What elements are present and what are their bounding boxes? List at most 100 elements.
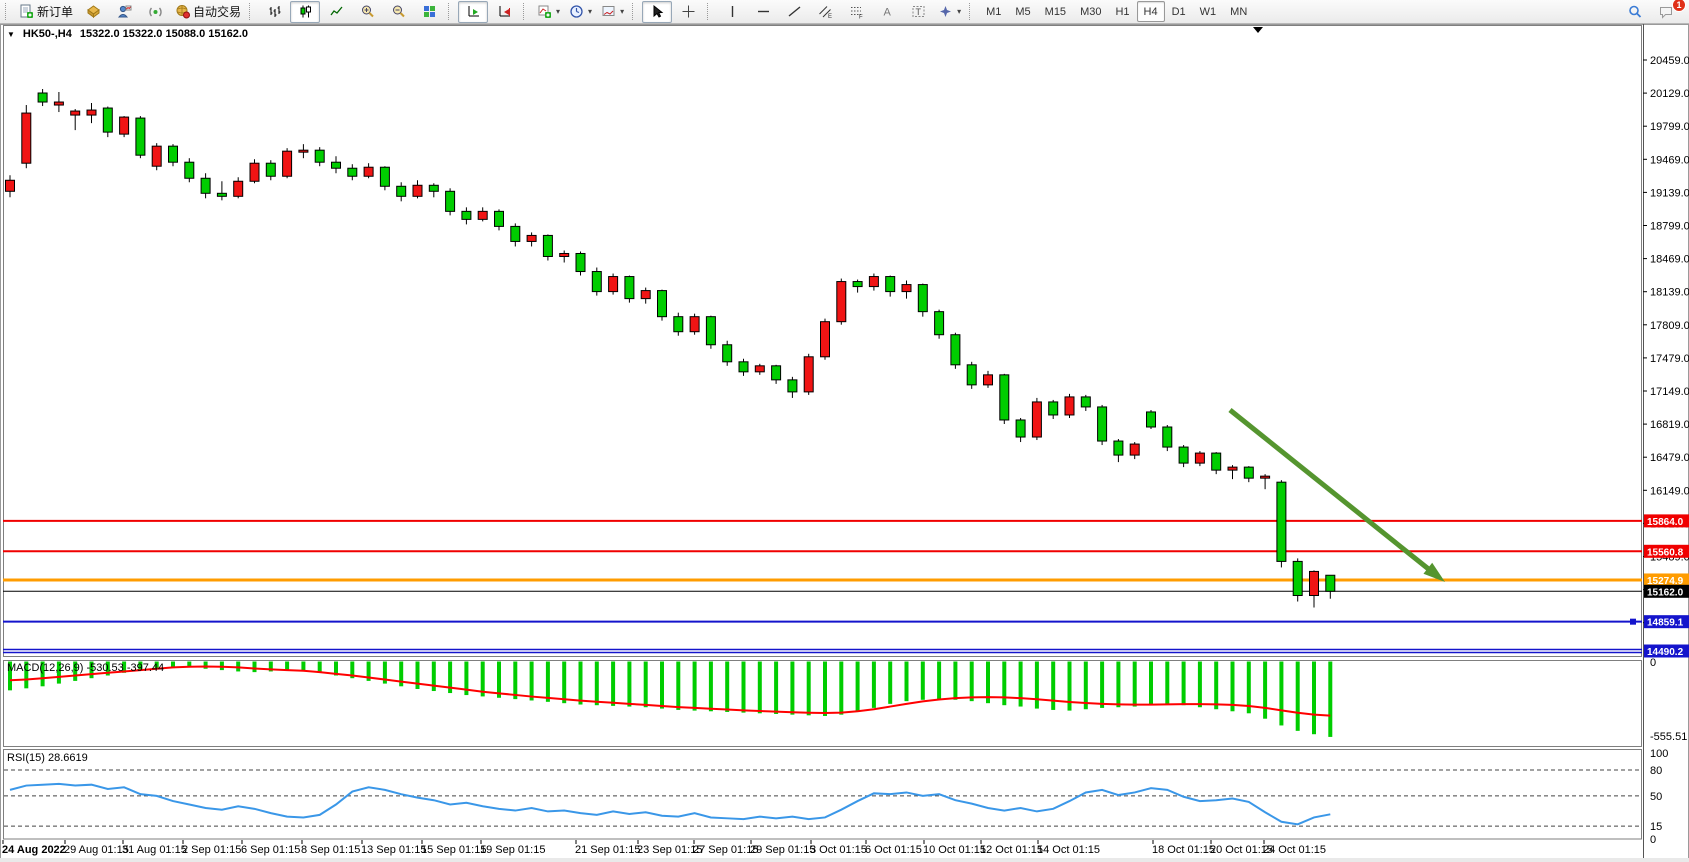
signals-icon: [148, 4, 163, 19]
toolbar-separator: [632, 3, 637, 20]
indicators-icon: [537, 4, 552, 19]
svg-text:-555.51: -555.51: [1650, 731, 1687, 743]
svg-text:14859.1: 14859.1: [1647, 618, 1684, 629]
svg-text:17809.0: 17809.0: [1650, 320, 1689, 332]
svg-text:T: T: [915, 7, 921, 17]
svg-text:15: 15: [1650, 821, 1662, 833]
timeframe-h4[interactable]: H4: [1136, 1, 1165, 22]
collapse-arrow-icon[interactable]: ▼: [7, 29, 15, 39]
templates-dropdown-arrow[interactable]: ▾: [620, 7, 625, 16]
svg-text:16149.0: 16149.0: [1650, 485, 1689, 497]
fibonacci-tool-button[interactable]: F: [841, 1, 871, 23]
periods-dropdown-arrow[interactable]: ▾: [588, 7, 593, 16]
user-chart-icon: [117, 4, 132, 19]
vline-tool-button[interactable]: [717, 1, 747, 23]
auto-scroll-button[interactable]: [458, 0, 489, 23]
notification-badge: 1: [1672, 0, 1686, 12]
zoom-in-button[interactable]: [352, 1, 382, 23]
chart-title: ▼ HK50-,H4 15322.0 15322.0 15088.0 15162…: [7, 28, 248, 40]
svg-text:3 Oct 01:15: 3 Oct 01:15: [810, 844, 867, 856]
timeframe-m1[interactable]: M1: [986, 5, 1002, 18]
timeframe-m15[interactable]: M15: [1044, 5, 1067, 18]
timeframe-d1[interactable]: D1: [1171, 5, 1186, 18]
svg-text:0: 0: [1650, 657, 1656, 669]
periods-button[interactable]: ▾: [565, 1, 596, 23]
text-a-icon: A: [880, 4, 895, 19]
svg-text:E: E: [828, 14, 832, 19]
svg-text:12 Oct 01:15: 12 Oct 01:15: [980, 844, 1043, 856]
equidistant-channel-icon: E: [818, 4, 833, 19]
svg-text:20459.0: 20459.0: [1650, 55, 1689, 67]
search-icon: [1627, 4, 1643, 20]
arrows-tool-button[interactable]: ▾: [934, 1, 965, 23]
auto-trading-button[interactable]: 自动交易: [171, 1, 245, 23]
signals-button[interactable]: [140, 1, 170, 23]
cursor-tool-button[interactable]: [642, 0, 673, 23]
indicators-dropdown-arrow[interactable]: ▾: [556, 7, 561, 16]
chart-symbol-period: HK50-,H4: [22, 28, 72, 40]
toolbar-separator: [523, 3, 528, 20]
trendline-tool-button[interactable]: [779, 1, 809, 23]
toolbar-separator: [707, 3, 712, 20]
text-label-icon: T: [911, 4, 926, 19]
crosshair-tool-button[interactable]: [673, 1, 703, 23]
bar-chart-icon: [267, 4, 282, 19]
tile-windows-icon: [422, 4, 437, 19]
vertical-line-icon: [725, 4, 740, 19]
new-order-button[interactable]: 新订单: [15, 1, 77, 23]
channel-tool-button[interactable]: E: [810, 1, 840, 23]
fibonacci-icon: F: [849, 4, 864, 19]
horizontal-line-icon: [756, 4, 771, 19]
new-order-label: 新订单: [37, 5, 74, 19]
indicators-button[interactable]: ▾: [533, 1, 564, 23]
svg-text:100: 100: [1650, 748, 1668, 760]
candlestick-mode-button[interactable]: [290, 0, 321, 23]
timeframe-mn[interactable]: MN: [1230, 5, 1248, 18]
timeframe-m5[interactable]: M5: [1015, 5, 1031, 18]
user-chart-button[interactable]: [109, 1, 139, 23]
svg-text:18469.0: 18469.0: [1650, 254, 1689, 266]
chart-ohlc-values: 15322.0 15322.0 15088.0 15162.0: [79, 28, 249, 40]
arrows-icon: [938, 4, 953, 19]
svg-text:14490.2: 14490.2: [1647, 647, 1684, 658]
svg-text:17149.0: 17149.0: [1650, 386, 1689, 398]
text-label-tool-button[interactable]: T: [903, 1, 933, 23]
zoom-in-icon: [360, 4, 375, 19]
gold-box-button[interactable]: [78, 1, 108, 23]
svg-text:18799.0: 18799.0: [1650, 221, 1689, 233]
bar-chart-mode-button[interactable]: [259, 1, 289, 23]
zoom-out-button[interactable]: [383, 1, 413, 23]
auto-trading-label: 自动交易: [193, 5, 242, 19]
svg-text:2 Sep 01:15: 2 Sep 01:15: [182, 844, 241, 856]
svg-text:20 Oct 01:15: 20 Oct 01:15: [1210, 844, 1273, 856]
arrows-dropdown-arrow[interactable]: ▾: [957, 7, 962, 16]
svg-text:24 Aug 2022: 24 Aug 2022: [2, 844, 66, 856]
svg-text:10 Oct 01:15: 10 Oct 01:15: [923, 844, 986, 856]
line-chart-mode-button[interactable]: [321, 1, 351, 23]
svg-text:6 Oct 01:15: 6 Oct 01:15: [865, 844, 922, 856]
svg-text:15 Sep 01:15: 15 Sep 01:15: [421, 844, 486, 856]
templates-button[interactable]: ▾: [597, 1, 628, 23]
svg-text:A: A: [883, 7, 891, 19]
chart-shift-button[interactable]: [489, 1, 519, 23]
tile-windows-button[interactable]: [414, 1, 444, 23]
svg-text:29 Aug 01:15: 29 Aug 01:15: [64, 844, 129, 856]
chart-window[interactable]: ▼ HK50-,H4 15322.0 15322.0 15088.0 15162…: [0, 24, 1689, 862]
svg-text:16479.0: 16479.0: [1650, 452, 1689, 464]
chat-button[interactable]: 1: [1651, 0, 1686, 23]
search-button[interactable]: [1620, 1, 1650, 23]
svg-text:24 Oct 01:15: 24 Oct 01:15: [1263, 844, 1326, 856]
timeframe-m30[interactable]: M30: [1080, 5, 1102, 18]
timeframe-group: M1 M5 M15 M30 H1 H4 D1 W1 MN: [979, 1, 1254, 22]
timeframe-w1[interactable]: W1: [1199, 5, 1217, 18]
bottom-edge: [0, 858, 1689, 862]
svg-text:14 Oct 01:15: 14 Oct 01:15: [1037, 844, 1100, 856]
chart-canvas[interactable]: 20459.0 20129.0 19799.0 19469.0 19139.0 18799…: [0, 24, 1689, 862]
text-tool-button[interactable]: A: [872, 1, 902, 23]
template-icon: [601, 4, 616, 19]
toolbar-gripper: [5, 3, 10, 20]
svg-text:15274.9: 15274.9: [1647, 576, 1684, 587]
timeframe-h1[interactable]: H1: [1115, 5, 1130, 18]
hline-tool-button[interactable]: [748, 1, 778, 23]
candlestick-icon: [298, 4, 313, 19]
